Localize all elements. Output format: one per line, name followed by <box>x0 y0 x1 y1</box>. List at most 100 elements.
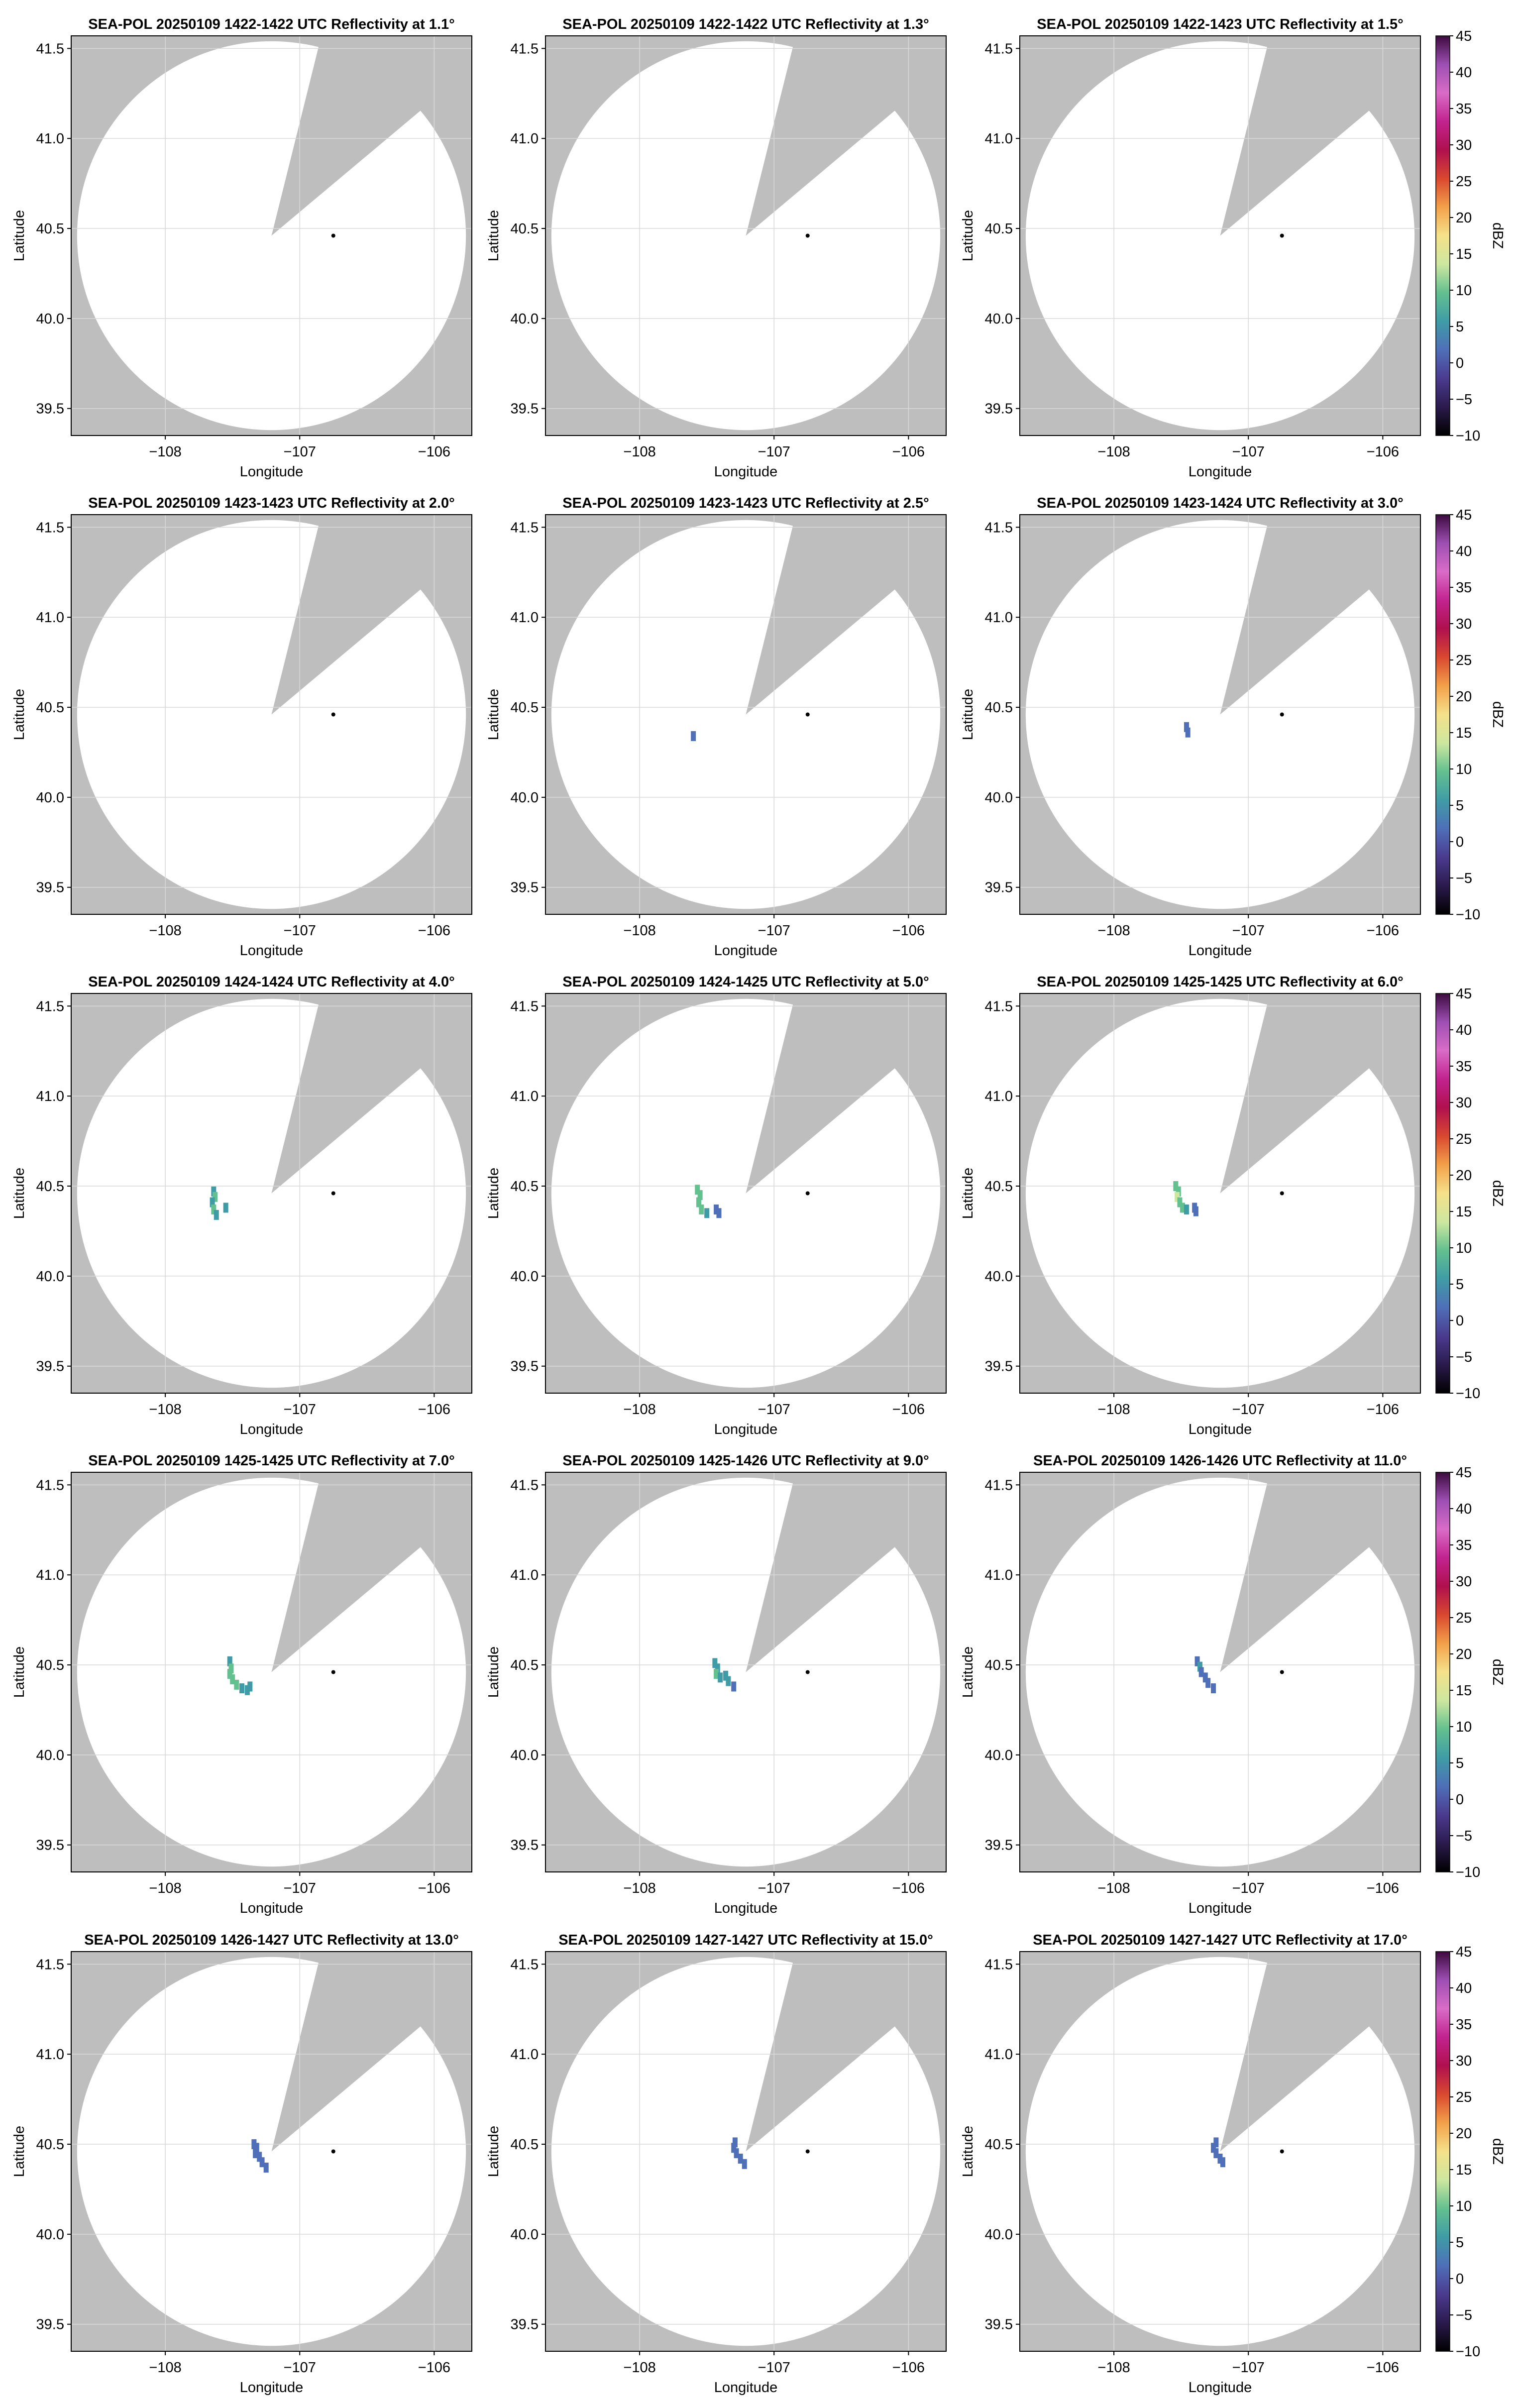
y-axis-label: Latitude <box>960 1646 976 1698</box>
echo-point <box>247 1681 253 1692</box>
echo-point <box>1177 1197 1183 1207</box>
y-tick-label: 41.0 <box>511 610 539 626</box>
radar-marker <box>1280 1670 1284 1674</box>
colorbar-tick-label: 45 <box>1456 1944 1472 1960</box>
echo-point <box>695 1185 700 1195</box>
echo-point <box>254 2143 259 2153</box>
colorbar-tick-label: 5 <box>1456 1755 1464 1771</box>
panel-10: SEA-POL 20250109 1425-1425 UTC Reflectiv… <box>11 1453 472 1916</box>
y-tick-label: 41.0 <box>511 2047 539 2063</box>
echo-point <box>714 1204 719 1215</box>
panel-4: SEA-POL 20250109 1423-1423 UTC Reflectiv… <box>11 495 472 959</box>
x-tick-label: −108 <box>1097 1402 1130 1418</box>
panel-title: SEA-POL 20250109 1426-1426 UTC Reflectiv… <box>1033 1453 1407 1469</box>
y-tick-label: 40.0 <box>36 1269 64 1285</box>
colorbar-scale <box>1435 993 1450 1394</box>
radar-marker <box>1280 233 1284 238</box>
x-tick-label: −107 <box>284 1402 316 1418</box>
radar-marker <box>805 712 810 717</box>
y-axis-label: Latitude <box>960 210 976 261</box>
y-tick-label: 40.0 <box>985 311 1013 327</box>
y-tick-label: 39.5 <box>511 401 539 417</box>
colorbar-tick-label: 25 <box>1456 1610 1472 1626</box>
x-tick-label: −108 <box>1097 923 1130 939</box>
y-tick-label: 40.0 <box>36 311 64 327</box>
echo-point <box>723 1670 728 1681</box>
y-tick-label: 39.5 <box>985 401 1013 417</box>
echo-point <box>223 1203 228 1213</box>
echo-point <box>253 2148 258 2159</box>
echo-point <box>1202 1672 1208 1683</box>
y-axis-label: Latitude <box>11 689 27 740</box>
x-tick-label: −106 <box>892 1880 925 1896</box>
radar-marker <box>331 2149 335 2154</box>
echo-point <box>239 1683 245 1694</box>
x-tick-label: −107 <box>284 923 316 939</box>
radar-marker <box>805 233 810 238</box>
colorbar-tick-label: 35 <box>1456 101 1472 117</box>
echo-point <box>244 1685 250 1695</box>
y-tick-label: 40.0 <box>36 790 64 806</box>
colorbar-tick-label: 45 <box>1456 1465 1472 1481</box>
x-tick-label: −107 <box>1232 1402 1265 1418</box>
y-axis-label: Latitude <box>11 1168 27 1219</box>
colorbar-tick-label: 0 <box>1456 1313 1464 1329</box>
x-tick-label: −107 <box>758 1402 790 1418</box>
colorbar: 45 40 35 30 25 20 15 10 5 0 −5 −10 dBZ <box>1435 1944 1506 2360</box>
x-tick-label: −107 <box>758 1880 790 1896</box>
echo-point <box>211 1204 217 1215</box>
radar-marker <box>1280 2149 1284 2154</box>
x-tick-label: −106 <box>1367 2360 1399 2376</box>
y-tick-label: 41.0 <box>36 131 64 147</box>
echo-point <box>1198 1667 1204 1677</box>
colorbar-tick-label: 30 <box>1456 1574 1472 1590</box>
colorbar-tick-label: 15 <box>1456 2162 1472 2178</box>
colorbar-label: dBZ <box>1490 1659 1506 1685</box>
echo-point <box>1194 1656 1200 1666</box>
y-tick-label: 39.5 <box>511 2317 539 2333</box>
echo-point <box>251 2139 257 2150</box>
x-tick-label: −106 <box>892 2360 925 2376</box>
radar-marker <box>805 1670 810 1674</box>
colorbar-tick-label: −10 <box>1456 428 1480 444</box>
colorbar-tick-label: 10 <box>1456 283 1472 299</box>
y-tick-label: 40.0 <box>36 2227 64 2243</box>
echo-point <box>211 1186 217 1197</box>
x-tick-label: −107 <box>284 1880 316 1896</box>
panel-title: SEA-POL 20250109 1422-1422 UTC Reflectiv… <box>88 16 454 32</box>
colorbar: 45 40 35 30 25 20 15 10 5 0 −5 −10 dBZ <box>1435 28 1506 444</box>
colorbar-tick-label: 40 <box>1456 1980 1472 1996</box>
panel-title: SEA-POL 20250109 1425-1426 UTC Reflectiv… <box>562 1453 929 1469</box>
y-axis-label: Latitude <box>11 1646 27 1698</box>
x-axis-label: Longitude <box>240 1900 303 1916</box>
colorbar-tick-label: 30 <box>1456 2053 1472 2069</box>
colorbar-tick-label: 45 <box>1456 507 1472 523</box>
x-tick-label: −107 <box>1232 2360 1265 2376</box>
radar-marker <box>331 1670 335 1674</box>
echo-point <box>1197 1661 1202 1672</box>
colorbar-tick-label: 0 <box>1456 1792 1464 1808</box>
colorbar-tick-label: 20 <box>1456 1168 1472 1184</box>
panel-9: SEA-POL 20250109 1425-1425 UTC Reflectiv… <box>960 974 1506 1437</box>
x-tick-label: −108 <box>1097 2360 1130 2376</box>
panel-15: SEA-POL 20250109 1427-1427 UTC Reflectiv… <box>960 1932 1506 2396</box>
colorbar-tick-label: 5 <box>1456 319 1464 335</box>
plot-frame <box>1019 993 1421 1394</box>
colorbar-tick-label: 10 <box>1456 762 1472 777</box>
y-tick-label: 40.5 <box>511 221 539 237</box>
x-axis-label: Longitude <box>240 943 303 959</box>
panel-8: SEA-POL 20250109 1424-1425 UTC Reflectiv… <box>486 974 947 1437</box>
colorbar-tick-label: −10 <box>1456 907 1480 923</box>
colorbar-tick-label: −5 <box>1456 1828 1472 1844</box>
echo-point <box>1175 1192 1180 1202</box>
panel-title: SEA-POL 20250109 1427-1427 UTC Reflectiv… <box>1033 1932 1408 1948</box>
y-tick-label: 41.5 <box>511 1957 539 1972</box>
colorbar: 45 40 35 30 25 20 15 10 5 0 −5 −10 dBZ <box>1435 1465 1506 1880</box>
y-tick-label: 41.5 <box>985 41 1013 57</box>
echo-point <box>712 1658 718 1668</box>
panel-6: SEA-POL 20250109 1423-1424 UTC Reflectiv… <box>960 495 1506 959</box>
echo-point <box>1210 1683 1216 1694</box>
y-axis-label: Latitude <box>11 210 27 261</box>
x-tick-label: −107 <box>284 444 316 460</box>
y-tick-label: 40.5 <box>36 1657 64 1673</box>
